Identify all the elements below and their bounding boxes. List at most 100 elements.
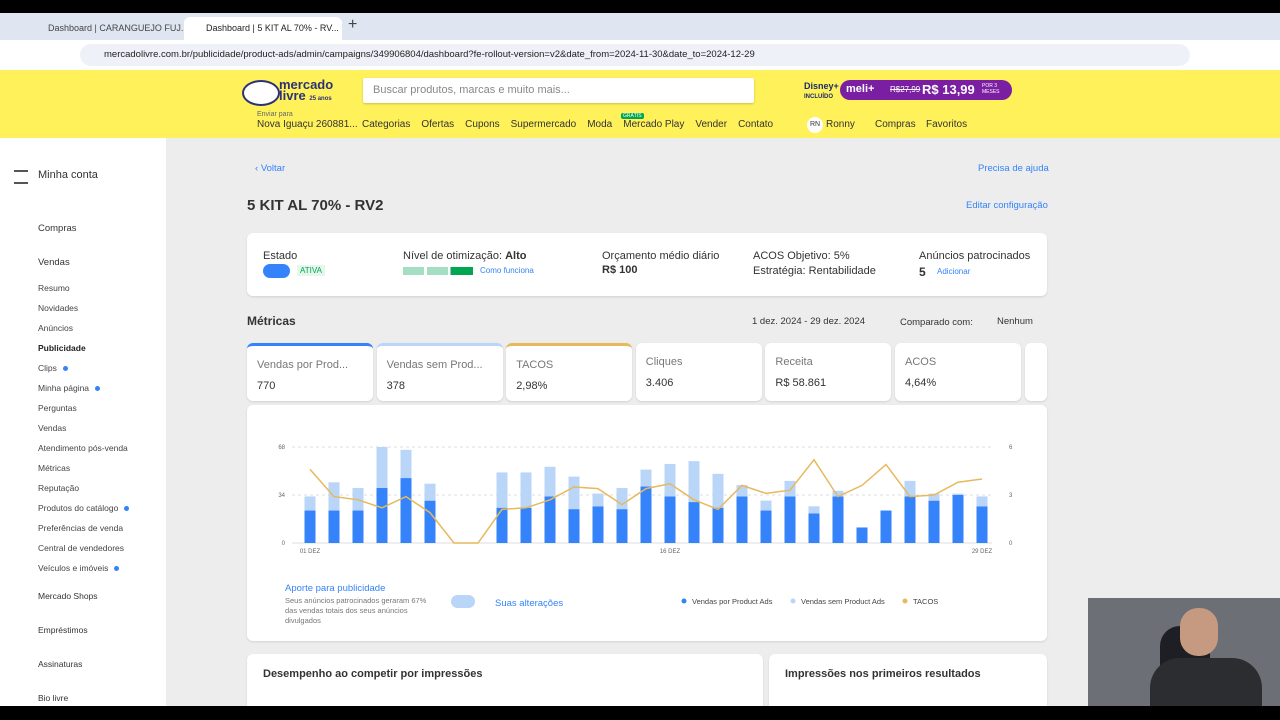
legend-dot xyxy=(902,598,908,604)
metric-card[interactable]: Vendas sem Prod... 378 xyxy=(376,343,503,401)
bottom-bar xyxy=(0,706,1280,720)
sidebar-item[interactable]: Produtos do catálogo xyxy=(38,503,119,513)
badge-dot xyxy=(124,506,129,511)
nav-link[interactable]: Vender xyxy=(695,119,728,130)
metric-card[interactable]: Vendas por Prod... 770 xyxy=(247,343,373,401)
bar xyxy=(952,495,964,543)
nav-link[interactable]: Moda xyxy=(587,119,613,130)
date-picker[interactable]: 1 dez. 2024 - 29 dez. 2024 xyxy=(752,316,866,327)
nav-link[interactable]: Mercado Play xyxy=(623,119,685,130)
back[interactable]: ‹ Voltar xyxy=(255,163,286,174)
address[interactable]: Nova Iguaçu 260881... xyxy=(257,119,358,130)
toggle-label: Suas alterações xyxy=(495,598,564,609)
bar xyxy=(496,507,508,543)
metric-card[interactable]: ACOS 4,64% xyxy=(895,343,1021,401)
link[interactable]: Como funciona xyxy=(480,266,534,275)
toggle[interactable] xyxy=(451,595,475,608)
legend-dot xyxy=(681,598,687,604)
nav-link[interactable]: Ofertas xyxy=(421,119,455,130)
logo-icon xyxy=(242,80,280,106)
sidebar-item[interactable]: Resumo xyxy=(38,283,70,293)
metric-card[interactable]: Cliques 3.406 xyxy=(635,343,762,401)
sidebar-section[interactable]: Bio livre xyxy=(38,693,69,703)
help[interactable]: Precisa de ajuda xyxy=(978,163,1049,174)
menu-icon xyxy=(14,170,28,184)
face xyxy=(1180,608,1218,656)
bar xyxy=(664,463,676,497)
bar xyxy=(328,510,340,543)
sidebar-item[interactable]: Central de vendedores xyxy=(38,543,125,553)
sidebar-item[interactable]: Anúncios xyxy=(38,323,73,333)
metric-value: 2,98% xyxy=(516,380,548,392)
bar xyxy=(760,500,772,511)
sidebar-item[interactable]: Preferências de venda xyxy=(38,523,124,533)
link[interactable]: Adicionar xyxy=(937,267,971,276)
summary-card: Estado ATIVA Nível de otimização: Alto C… xyxy=(247,233,1047,296)
bar xyxy=(808,506,820,514)
bar xyxy=(616,487,628,510)
sidebar-item[interactable]: Publicidade xyxy=(38,343,86,353)
sidebar-section[interactable]: Empréstimos xyxy=(38,625,88,635)
toggle[interactable] xyxy=(263,264,290,278)
top-bar xyxy=(0,0,1280,13)
sidebar-item[interactable]: Veículos e imóveis xyxy=(38,563,109,573)
nav-link[interactable]: Supermercado xyxy=(510,119,577,130)
search-box[interactable]: Buscar produtos, marcas e muito mais... xyxy=(363,78,754,103)
edit-cards[interactable] xyxy=(1025,343,1047,401)
x-tick-label: 29 DEZ xyxy=(972,549,993,555)
bar xyxy=(856,527,868,543)
omnibox[interactable] xyxy=(80,44,1190,66)
bar xyxy=(304,496,316,511)
sidebar-item[interactable]: Novidades xyxy=(38,303,79,313)
user-name[interactable]: Ronny xyxy=(826,119,855,130)
sidebar-item[interactable]: Atendimento pós-venda xyxy=(38,443,128,453)
nav-link[interactable]: Contato xyxy=(738,119,774,130)
link[interactable]: Favoritos xyxy=(926,119,968,130)
sidebar-item[interactable]: Perguntas xyxy=(38,403,77,413)
metric-card[interactable]: TACOS 2,98% xyxy=(506,343,633,401)
nav-link[interactable]: Categorias xyxy=(362,119,411,130)
bar xyxy=(784,496,796,543)
sidebar-section[interactable]: Mercado Shops xyxy=(38,591,98,601)
sidebar-item[interactable]: Minha página xyxy=(38,383,90,393)
metric-label: Cliques xyxy=(645,356,683,368)
y2-tick-label: 3 xyxy=(1009,493,1013,499)
sidebar-section[interactable]: Assinaturas xyxy=(38,659,83,669)
logo: mercado livre 25 anos xyxy=(279,77,334,103)
bar xyxy=(832,496,844,543)
sidebar-item[interactable]: Métricas xyxy=(38,463,71,473)
metric-label: Vendas por Prod... xyxy=(257,359,349,371)
badge-dot xyxy=(63,366,68,371)
bar xyxy=(640,469,652,487)
edit[interactable]: Editar configuração xyxy=(966,200,1048,211)
url: mercadolivre.com.br/publicidade/product-… xyxy=(104,49,755,60)
sidebar-item[interactable]: Clips xyxy=(38,363,57,373)
line xyxy=(309,458,983,544)
meli-promo[interactable]: meli+ R$27,99 R$ 13,99 POR 3 MESES xyxy=(840,80,1012,100)
nav-link[interactable]: Cupons xyxy=(465,119,500,130)
chart: 0 34 68 0 3 6 01 DEZ 16 DEZ 29 DEZ Vendas por Pro… xyxy=(278,445,1013,606)
tab-active[interactable]: Dashboard | 5 KIT AL 70% - RV... xyxy=(184,17,342,40)
link[interactable]: Compras xyxy=(875,119,916,130)
avatar: RN xyxy=(807,117,823,133)
metric-card[interactable]: Receita R$ 58.861 xyxy=(765,343,892,401)
bar xyxy=(688,502,700,543)
sidebar-item[interactable]: Reputação xyxy=(38,483,80,493)
compare-select[interactable]: Nenhum xyxy=(997,316,1033,327)
new-tab[interactable]: + xyxy=(348,16,358,33)
card: Desempenho ao competir por impressões xyxy=(247,654,763,714)
bar xyxy=(928,500,940,543)
bar xyxy=(424,483,436,501)
page-title: 5 KIT AL 70% - RV2 xyxy=(247,197,384,214)
tab-title: Dashboard | CARANGUEJO FUJ... xyxy=(48,23,189,33)
bar xyxy=(904,496,916,543)
bar xyxy=(976,496,988,507)
sidebar-item[interactable]: Vendas xyxy=(38,423,67,433)
section[interactable]: Vendas xyxy=(38,257,70,268)
section[interactable]: Compras xyxy=(38,223,77,234)
shirt xyxy=(1150,658,1262,706)
bar xyxy=(712,473,724,508)
tab[interactable]: Dashboard | CARANGUEJO FUJ... xyxy=(24,17,188,40)
y-tick-label: 34 xyxy=(278,493,285,499)
